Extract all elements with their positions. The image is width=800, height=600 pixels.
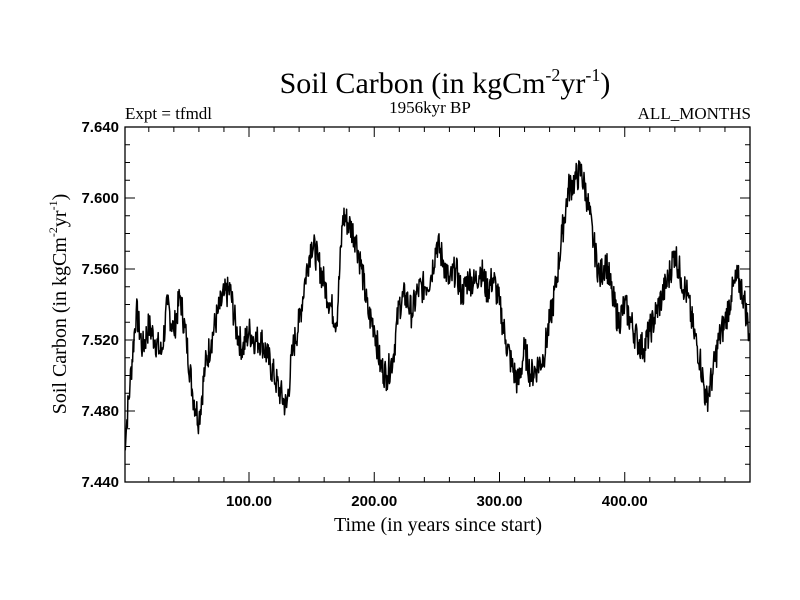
chart-title-mid: yr — [560, 67, 585, 100]
chart-title: Soil Carbon (in kgCm-2yr-1) — [280, 65, 611, 100]
expt-label: Expt = tfmdl — [125, 104, 212, 123]
y-axis-label-mid: yr — [49, 210, 71, 227]
y-axis-label-prefix: Soil Carbon (in kgCm — [49, 237, 71, 415]
y-axis-label-exp1: -2 — [46, 227, 60, 237]
months-label: ALL_MONTHS — [638, 104, 751, 123]
x-tick-label: 200.00 — [351, 493, 397, 510]
y-tick-label: 7.440 — [81, 474, 119, 491]
y-tick-label: 7.600 — [81, 190, 119, 207]
x-tick-label: 400.00 — [602, 493, 648, 510]
soil-carbon-line — [125, 160, 750, 451]
x-tick-label: 100.00 — [226, 493, 272, 510]
y-tick-label: 7.480 — [81, 403, 119, 420]
chart-title-exp1: -2 — [545, 65, 560, 85]
x-tick-label: 300.00 — [477, 493, 523, 510]
y-tick-label: 7.640 — [81, 119, 119, 136]
x-axis-label: Time (in years since start) — [334, 514, 542, 536]
y-tick-label: 7.520 — [81, 332, 119, 349]
y-axis-label-suffix: ) — [49, 194, 71, 201]
chart-title-exp2: -1 — [585, 65, 600, 85]
chart-title-suffix: ) — [600, 67, 610, 100]
y-axis-label-exp2: -1 — [46, 200, 60, 210]
period-label: 1956kyr BP — [389, 98, 471, 117]
chart-title-prefix: Soil Carbon (in kgCm — [280, 67, 546, 100]
tick-labels: 100.00 200.00 300.00 400.00 7.440 7.480 7.520 7… — [81, 119, 647, 510]
y-tick-label: 7.560 — [81, 261, 119, 278]
y-axis-label: Soil Carbon (in kgCm-2yr-1) — [46, 194, 71, 415]
